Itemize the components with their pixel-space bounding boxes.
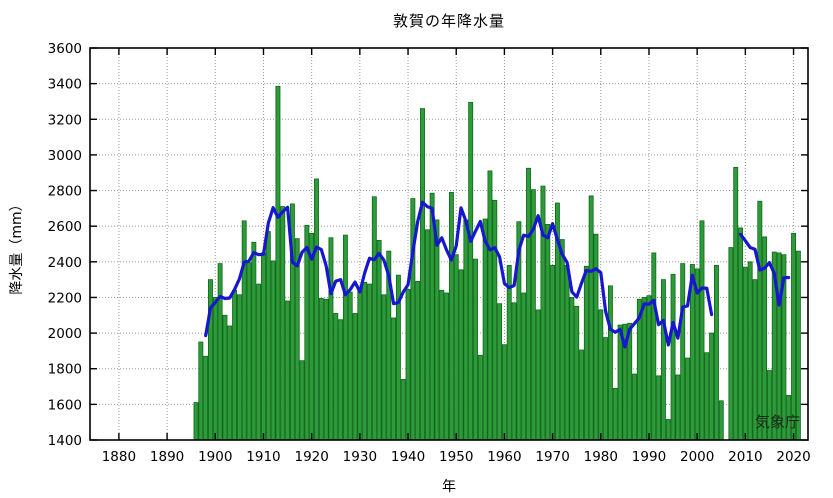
svg-text:1800: 1800 xyxy=(48,362,82,378)
svg-text:1970: 1970 xyxy=(535,449,569,465)
svg-text:3000: 3000 xyxy=(48,148,82,164)
svg-text:3400: 3400 xyxy=(48,77,82,93)
x-tick-labels: 1880 1890 1900 1910 1920 1930 1940 1950 1960 1970… xyxy=(102,449,811,465)
plot-frame xyxy=(89,47,809,441)
svg-text:2600: 2600 xyxy=(48,219,82,235)
svg-text:3600: 3600 xyxy=(48,41,82,57)
svg-text:2020: 2020 xyxy=(776,449,810,465)
agency-watermark: 気象庁 xyxy=(754,413,800,431)
svg-text:1930: 1930 xyxy=(343,449,377,465)
svg-text:2000: 2000 xyxy=(48,326,82,342)
moving-average-line xyxy=(204,200,791,349)
svg-text:2800: 2800 xyxy=(48,184,82,200)
svg-text:1960: 1960 xyxy=(487,449,521,465)
annual-precipitation-bars xyxy=(193,85,801,441)
chart-title: 敦賀の年降水量 xyxy=(392,12,505,30)
svg-text:2400: 2400 xyxy=(48,255,82,271)
svg-text:1940: 1940 xyxy=(391,449,425,465)
svg-text:2200: 2200 xyxy=(48,290,82,306)
svg-text:1950: 1950 xyxy=(439,449,473,465)
axis-ticks xyxy=(90,47,808,441)
svg-text:1900: 1900 xyxy=(198,449,232,465)
svg-text:1920: 1920 xyxy=(294,449,328,465)
svg-text:1600: 1600 xyxy=(48,397,82,413)
svg-text:1980: 1980 xyxy=(584,449,618,465)
svg-text:2010: 2010 xyxy=(728,449,762,465)
svg-text:1990: 1990 xyxy=(632,449,666,465)
svg-text:1910: 1910 xyxy=(246,449,280,465)
svg-text:3200: 3200 xyxy=(48,112,82,128)
svg-text:1400: 1400 xyxy=(48,433,82,449)
y-tick-labels: 1400 1600 1800 2000 2200 2400 2600 2800 3000 3200… xyxy=(48,41,82,449)
x-axis-label: 年 xyxy=(442,479,456,495)
svg-text:1890: 1890 xyxy=(150,449,184,465)
svg-text:1880: 1880 xyxy=(102,449,136,465)
svg-text:2000: 2000 xyxy=(680,449,714,465)
